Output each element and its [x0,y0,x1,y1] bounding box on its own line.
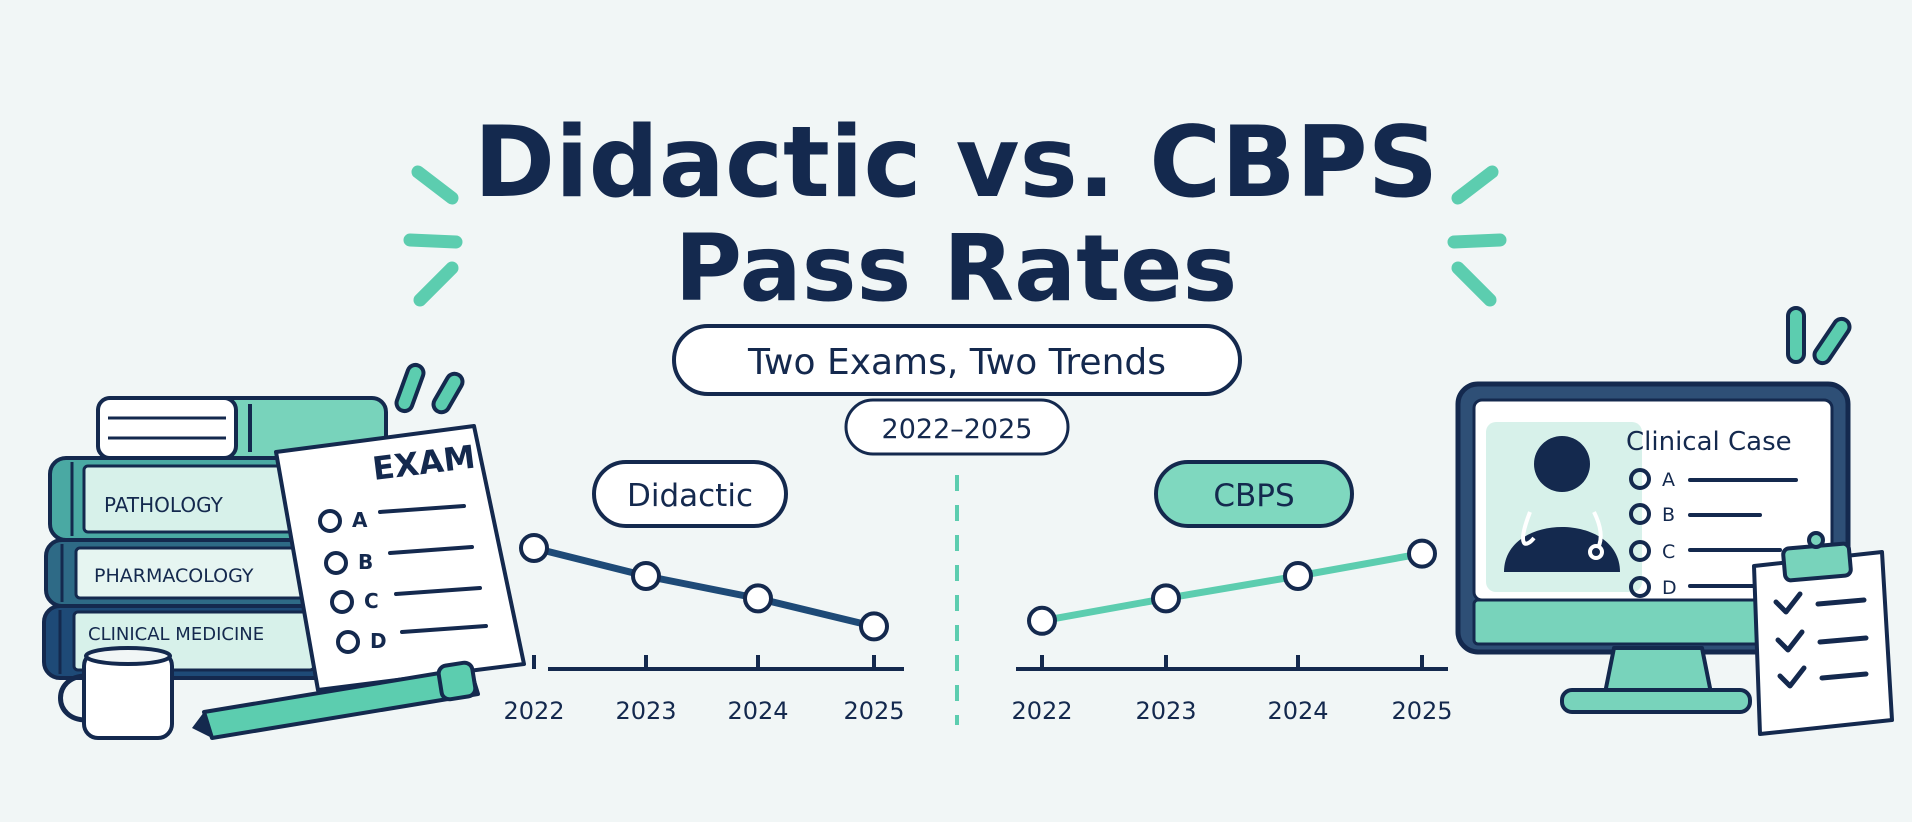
didactic-chart: Didactic 2022 2023 2024 2025 [503,460,905,725]
exam-sheet-icon [274,424,526,692]
subtitle: Two Exams, Two Trends [747,342,1166,383]
date-range-pill [844,398,1070,456]
monitor-illustration: Clinical Case A B C D [1455,306,1894,736]
doctor-avatar-icon [1486,422,1642,592]
cbps-x-tick-label: 2022 [1011,697,1072,725]
didactic-label: Didactic [627,478,753,514]
mug-icon [58,646,174,740]
top-book-icon [96,396,388,460]
page-title-line-1: Didactic vs. CBPS [474,106,1439,220]
book-label-clinical-medicine: CLINICAL MEDICINE [88,624,264,645]
didactic-series-line [530,544,878,630]
cbps-series-line [1038,550,1426,625]
didactic-point-2022 [519,533,549,563]
cbps-chart: CBPS 2022 2023 2024 2025 [1011,460,1453,725]
monitor-sparkle-icon [1786,306,1852,366]
books-exam-illustration: PATHOLOGY PHARMACOLOGY CLINICAL MEDICINE… [42,362,526,740]
cbps-point-2025 [1407,538,1437,569]
cbps-x-tick-label: 2025 [1391,697,1452,725]
book-label-pathology: PATHOLOGY [104,493,224,517]
didactic-point-2025 [859,611,889,642]
case-option-d: D [1662,577,1677,599]
didactic-x-tick-label: 2024 [727,697,788,725]
didactic-label-pill [592,460,788,528]
case-options [1629,468,1798,598]
didactic-x-tick-label: 2025 [843,697,904,725]
sparkle-right-icon [1447,165,1507,307]
sparkle-left-icon [403,165,463,307]
exam-option-c: C [364,589,379,613]
didactic-point-2023 [631,561,661,591]
cbps-label: CBPS [1213,478,1294,514]
didactic-point-2024 [743,583,773,614]
cbps-point-2022 [1027,605,1057,636]
monitor-title: Clinical Case [1626,427,1792,457]
case-option-b: B [1662,504,1675,526]
date-range: 2022–2025 [882,414,1033,445]
case-option-c: C [1662,541,1675,563]
exam-option-a: A [352,508,368,532]
exam-option-d: D [370,629,387,653]
exam-option-b: B [358,550,373,574]
exam-options [318,504,488,654]
cbps-point-2023 [1151,583,1181,614]
cbps-x-tick-label: 2024 [1267,697,1328,725]
case-option-a: A [1662,469,1675,491]
cbps-label-pill [1154,460,1354,528]
subtitle-pill [672,324,1242,396]
page-title-line-2: Pass Rates [675,215,1238,322]
book-label-pharmacology: PHARMACOLOGY [94,565,254,587]
pen-icon [192,660,480,740]
cbps-point-2024 [1283,561,1313,591]
clipboard-icon [1752,531,1894,736]
didactic-x-tick-label: 2022 [503,697,564,725]
cbps-x-tick-label: 2023 [1135,697,1196,725]
exam-sparkle-icon [394,362,465,415]
book-pathology-icon [48,456,332,542]
didactic-x-tick-label: 2023 [615,697,676,725]
